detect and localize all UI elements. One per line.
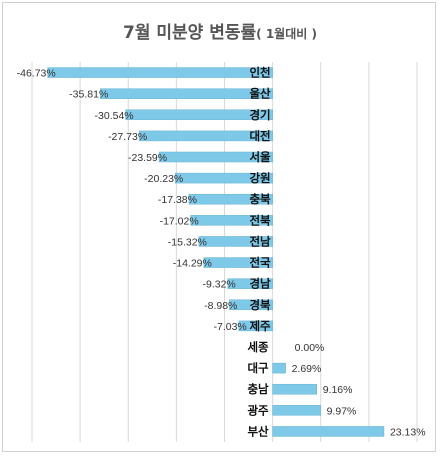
value-label: -27.73% <box>108 131 147 143</box>
value-label: -20.23% <box>144 173 183 185</box>
category-label: 부산 <box>247 424 269 438</box>
chart-title: 7월 미분양 변동률 <box>123 23 257 43</box>
category-label: 강원 <box>249 171 270 185</box>
bar <box>272 383 317 395</box>
chart-title-block: 7월 미분양 변동률( 1월대비 ) <box>0 18 440 43</box>
bar <box>272 426 385 437</box>
value-label: -9.32% <box>202 279 235 291</box>
value-label: 0.00% <box>295 342 325 354</box>
value-label: -23.59% <box>128 152 167 164</box>
category-label: 전남 <box>249 234 271 248</box>
value-label: -17.38% <box>158 194 197 206</box>
bar <box>238 320 273 332</box>
category-label: 서울 <box>249 150 271 164</box>
value-label: -15.32% <box>168 236 207 248</box>
bar <box>175 172 273 184</box>
bar <box>198 236 273 247</box>
bar <box>272 405 321 416</box>
category-label: 대전 <box>249 129 270 143</box>
category-label: 전국 <box>249 256 271 270</box>
value-label: -30.54% <box>95 110 134 122</box>
value-label: -35.81% <box>69 89 108 101</box>
category-label: 경기 <box>249 108 270 122</box>
category-label: 대구 <box>247 361 269 375</box>
bar <box>158 151 273 163</box>
bar <box>272 362 286 374</box>
value-label: -17.02% <box>160 215 199 227</box>
value-label: 23.13% <box>390 426 426 438</box>
value-label: -8.98% <box>204 300 237 312</box>
bar <box>190 215 273 226</box>
category-label: 제주 <box>249 319 271 333</box>
bar <box>203 257 273 268</box>
value-label: -14.29% <box>173 258 212 270</box>
value-label: 9.16% <box>323 384 353 396</box>
bar <box>227 278 273 289</box>
category-label: 울산 <box>249 87 271 101</box>
value-label: 2.69% <box>292 363 322 375</box>
value-label: -7.03% <box>214 321 247 333</box>
bar <box>100 88 273 99</box>
category-label: 충남 <box>247 382 269 396</box>
category-label: 전북 <box>249 213 271 227</box>
value-label: -46.73% <box>17 68 56 80</box>
category-label: 세종 <box>247 340 269 354</box>
category-label: 광주 <box>247 403 269 417</box>
grid-lines <box>31 62 418 442</box>
bar <box>47 67 273 78</box>
bars <box>47 67 385 437</box>
value-labels: -46.73% -35.81% -30.54% -27.73% -23.59% -20.2… <box>17 68 426 439</box>
bar <box>138 130 273 142</box>
category-label: 경북 <box>249 298 271 312</box>
bar <box>188 193 273 205</box>
category-label: 경남 <box>249 277 271 291</box>
chart-subtitle: ( 1월대비 ) <box>256 27 317 41</box>
value-label: 9.97% <box>327 405 357 417</box>
category-label: 충북 <box>249 192 271 206</box>
bar <box>125 109 273 121</box>
bar <box>229 299 273 311</box>
category-label: 인천 <box>249 66 270 80</box>
